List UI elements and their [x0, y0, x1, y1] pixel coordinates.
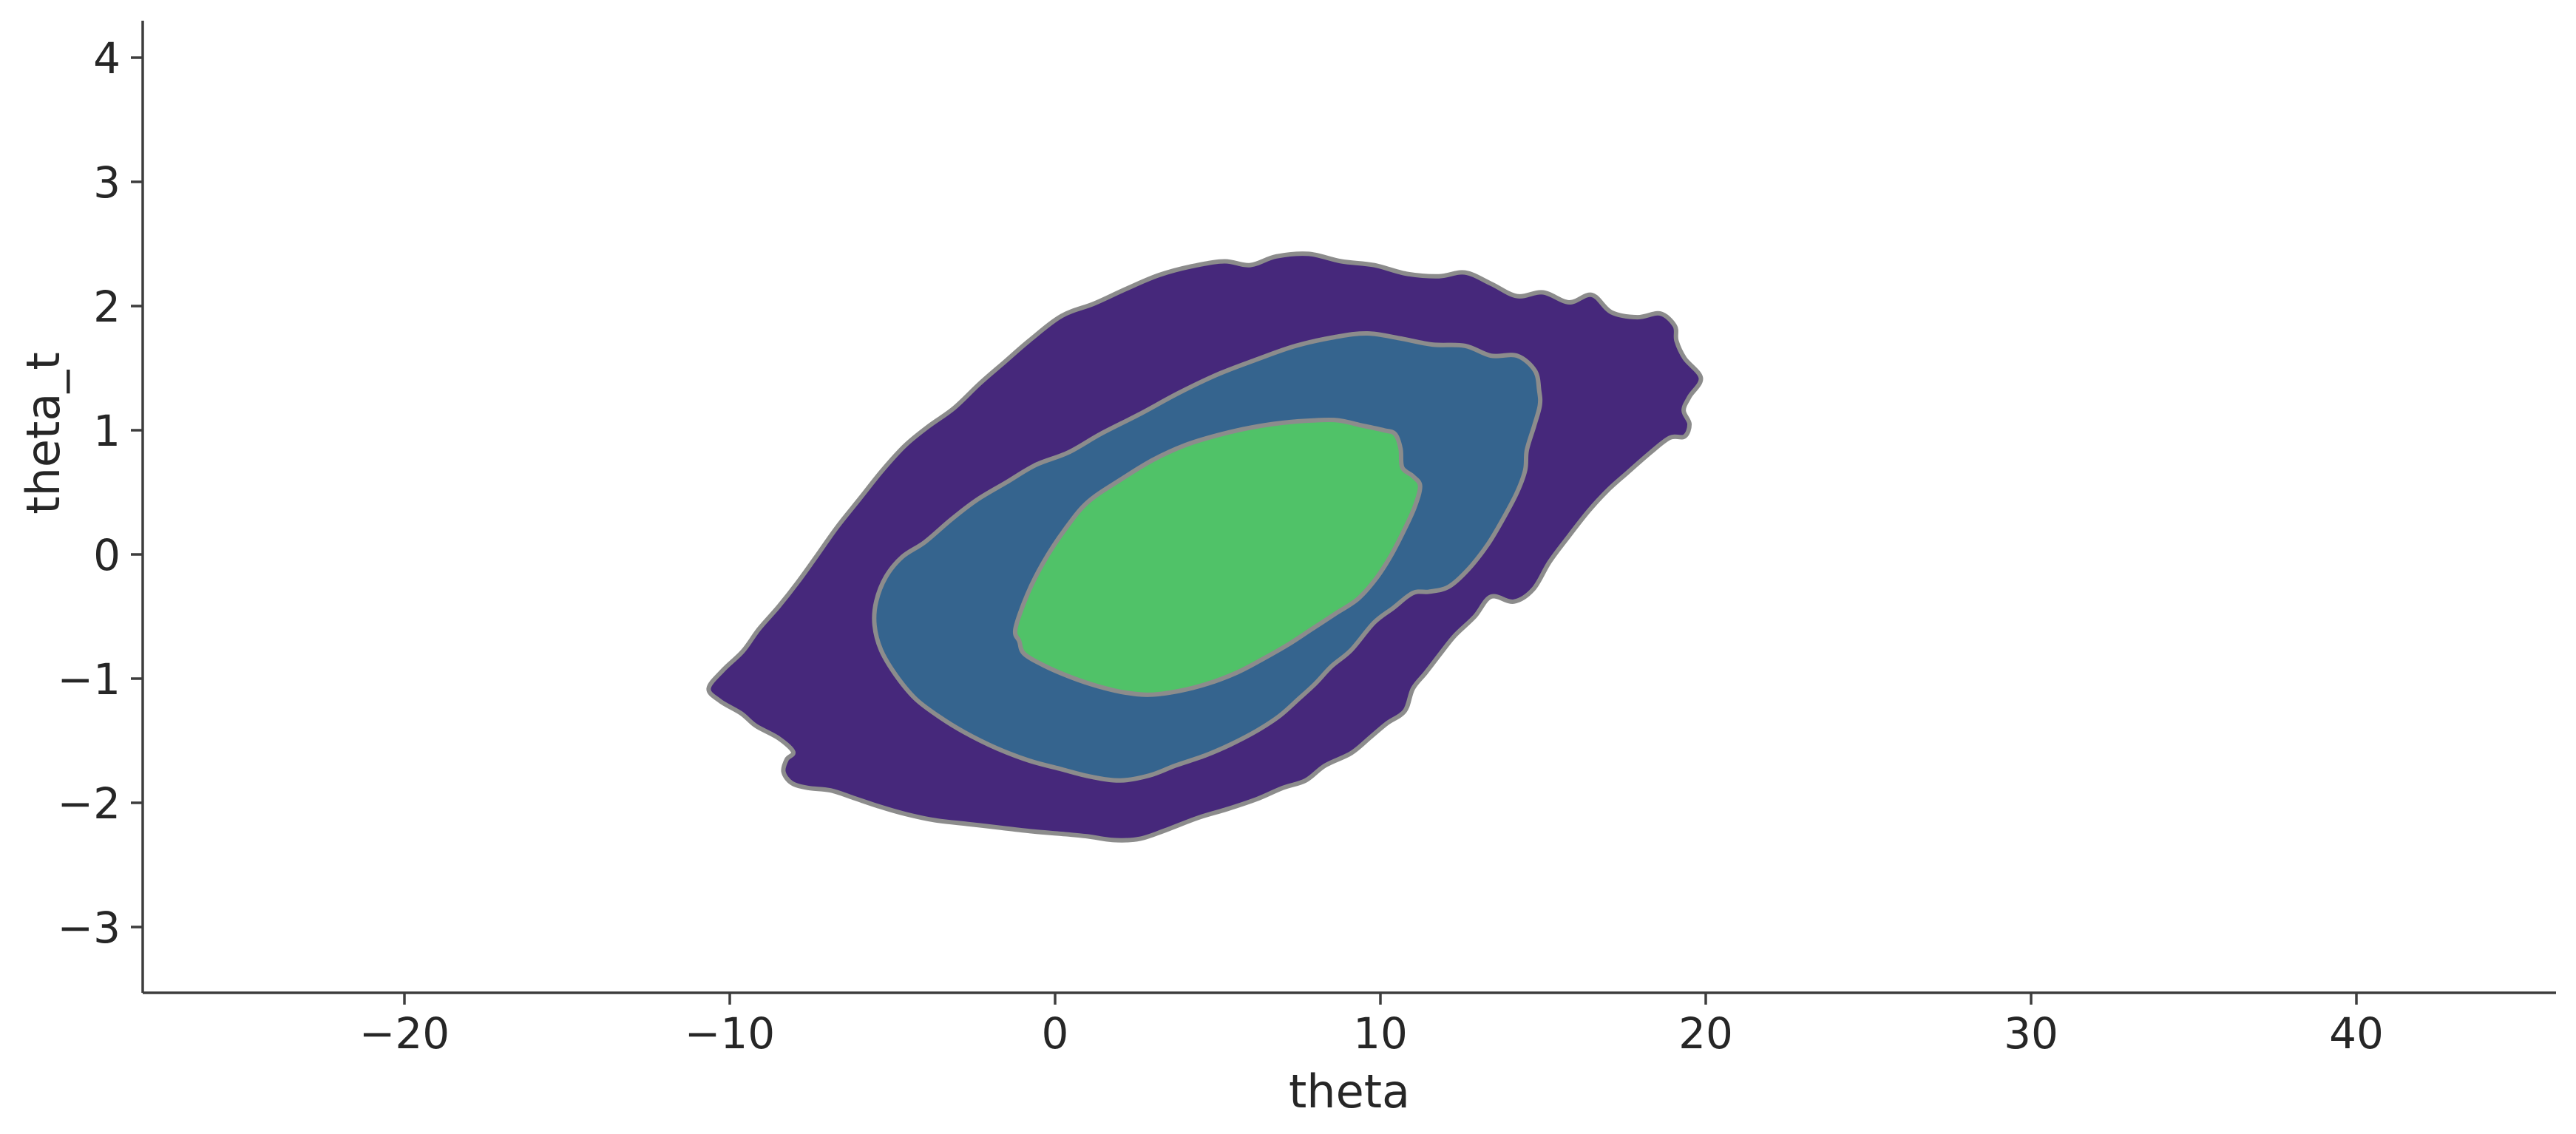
y-axis: 4 3 2 1 0 −1 −2 −3 [58, 33, 143, 953]
contour-lines [706, 251, 1704, 843]
y-tick-label: 4 [93, 33, 121, 84]
x-tick-label: 30 [2004, 1008, 2058, 1059]
y-tick-label: 3 [93, 157, 121, 208]
y-tick-label: 0 [93, 530, 121, 580]
x-tick-label: 10 [1353, 1008, 1408, 1059]
y-tick-label: −1 [58, 654, 121, 704]
y-axis-label: theta_t [16, 352, 70, 514]
x-tick-label: −10 [685, 1008, 775, 1059]
y-tick-label: −2 [58, 778, 121, 829]
x-axis: −20 −10 0 10 20 30 40 [359, 993, 2384, 1059]
x-tick-label: 40 [2329, 1008, 2384, 1059]
y-tick-label: 1 [93, 406, 121, 456]
y-tick-label: −3 [58, 903, 121, 953]
inner-density-band-fill [1014, 419, 1420, 695]
y-tick-label: 2 [93, 282, 121, 332]
x-tick-label: 20 [1678, 1008, 1733, 1059]
x-tick-label: 0 [1042, 1008, 1069, 1059]
middle-density-band-contour-line [872, 330, 1543, 783]
x-tick-label: −20 [359, 1008, 450, 1059]
contour-fills [708, 254, 1701, 841]
inner-density-band-contour-line [1012, 417, 1423, 697]
outer-density-band-contour-line [706, 251, 1704, 843]
x-axis-label: theta [1289, 1065, 1410, 1118]
